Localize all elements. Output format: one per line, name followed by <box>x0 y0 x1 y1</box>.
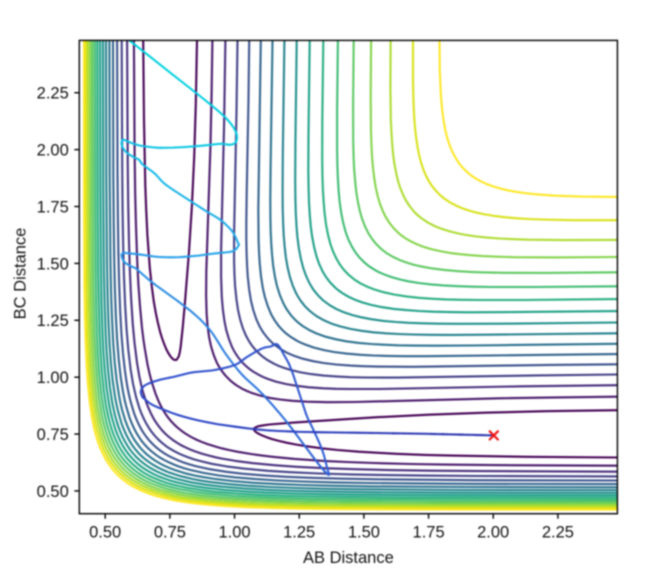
svg-text:BC Distance: BC Distance <box>12 228 30 320</box>
svg-text:0.75: 0.75 <box>37 426 69 444</box>
svg-text:1.75: 1.75 <box>413 524 445 542</box>
svg-text:2.25: 2.25 <box>37 85 69 103</box>
svg-text:1.50: 1.50 <box>348 524 380 542</box>
svg-text:0.50: 0.50 <box>37 483 69 501</box>
svg-text:1.00: 1.00 <box>218 524 250 542</box>
svg-text:2.25: 2.25 <box>542 524 574 542</box>
svg-text:1.50: 1.50 <box>37 255 69 273</box>
svg-text:1.25: 1.25 <box>283 524 315 542</box>
svg-text:2.00: 2.00 <box>37 142 69 160</box>
svg-text:2.00: 2.00 <box>477 524 509 542</box>
svg-text:1.00: 1.00 <box>37 369 69 387</box>
svg-text:AB Distance: AB Distance <box>303 549 394 567</box>
svg-text:0.50: 0.50 <box>89 524 121 542</box>
svg-text:1.25: 1.25 <box>37 312 69 330</box>
svg-text:1.75: 1.75 <box>37 198 69 216</box>
svg-text:0.75: 0.75 <box>154 524 186 542</box>
